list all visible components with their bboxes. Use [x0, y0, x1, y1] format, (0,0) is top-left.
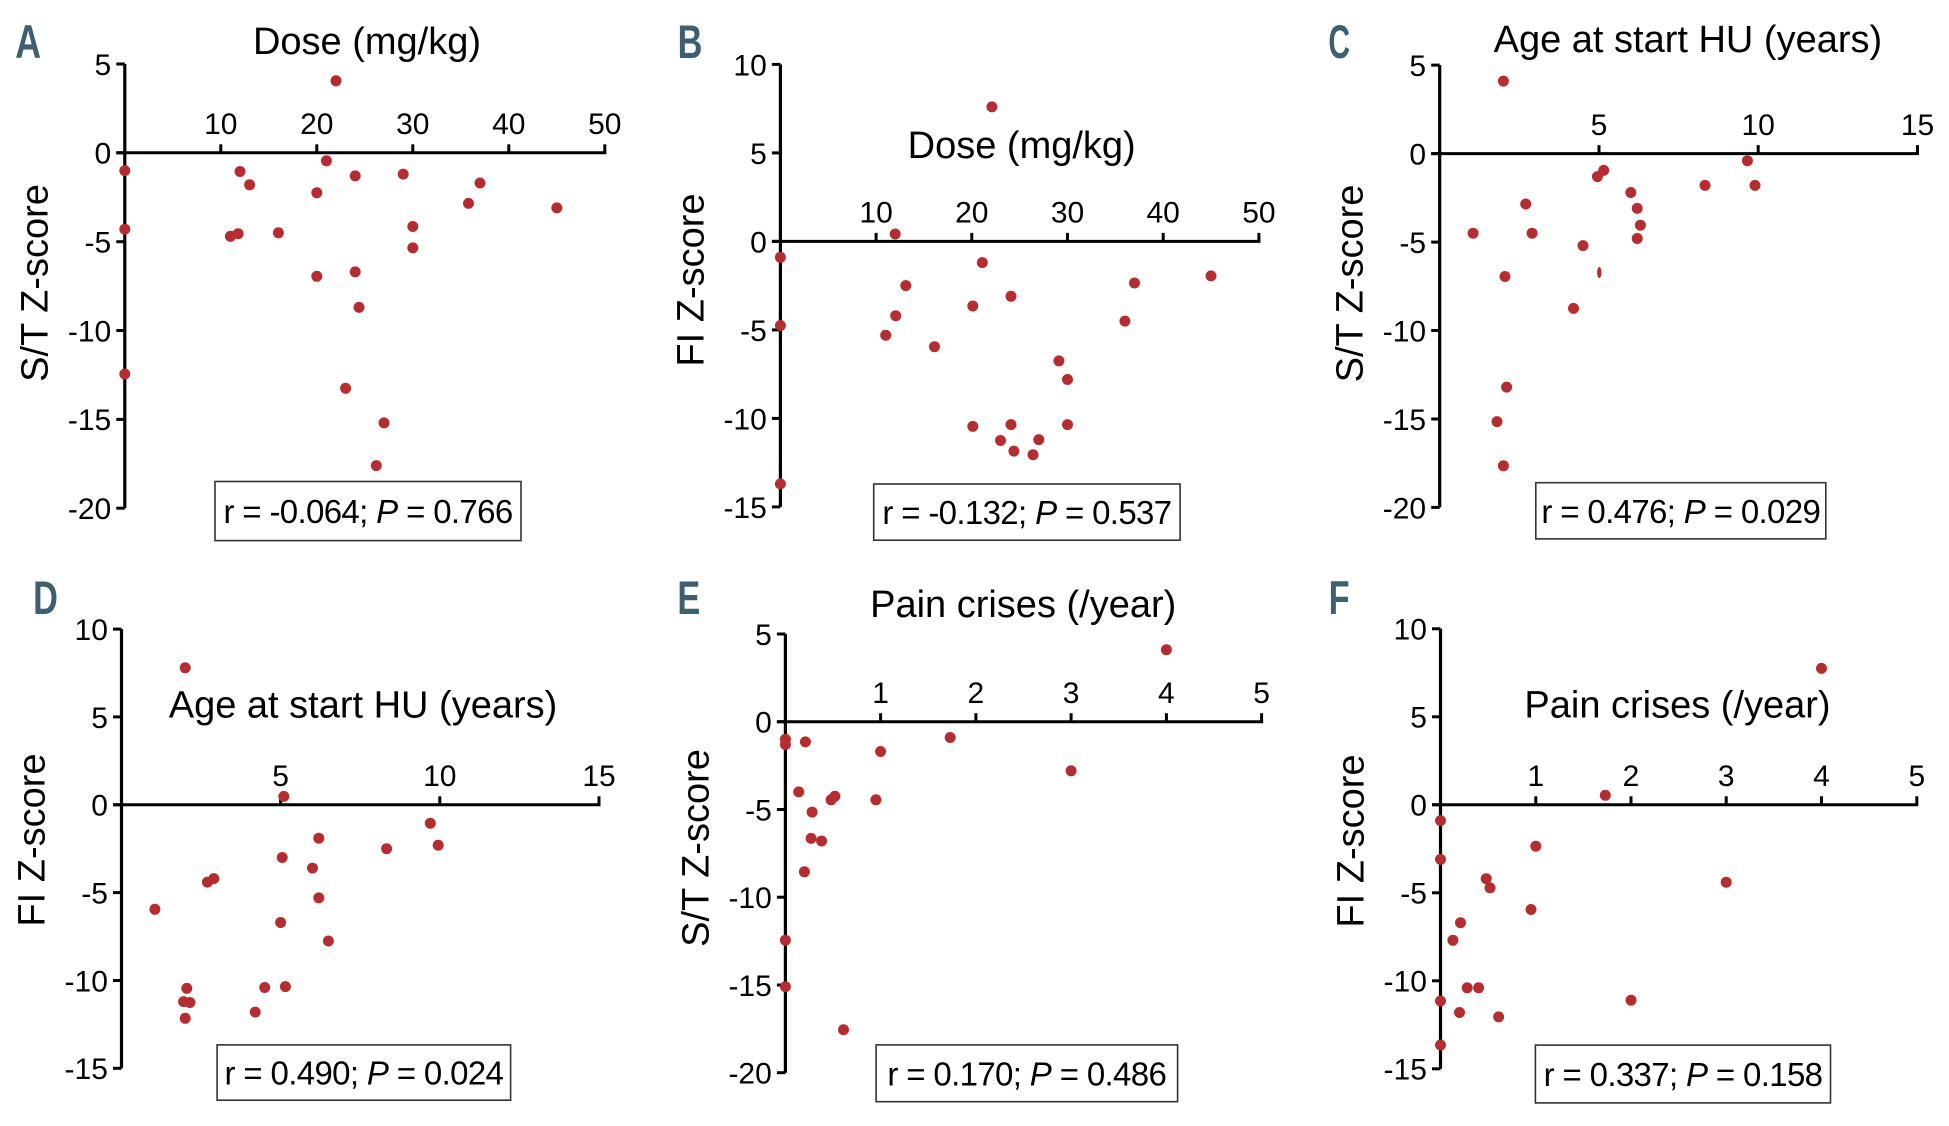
svg-text:40: 40 — [492, 108, 525, 141]
svg-text:-5: -5 — [85, 227, 112, 260]
svg-text:r = 0.490; P = 0.024: r = 0.490; P = 0.024 — [225, 1055, 504, 1092]
svg-text:-5: -5 — [1399, 227, 1426, 260]
svg-text:0: 0 — [750, 226, 767, 259]
svg-text:30: 30 — [1051, 197, 1084, 230]
svg-text:15: 15 — [582, 760, 615, 793]
svg-text:0: 0 — [1409, 139, 1426, 172]
svg-text:0: 0 — [91, 790, 108, 823]
svg-text:5: 5 — [1908, 760, 1925, 793]
svg-text:r = -0.132; P = 0.537: r = -0.132; P = 0.537 — [882, 494, 1171, 531]
svg-text:-20: -20 — [68, 493, 111, 526]
svg-text:0: 0 — [755, 707, 772, 740]
svg-text:FI Z-score: FI Z-score — [1331, 754, 1373, 927]
svg-text:1: 1 — [872, 677, 889, 710]
svg-text:10: 10 — [859, 197, 892, 230]
svg-text:B: B — [678, 16, 703, 69]
svg-text:4: 4 — [1158, 677, 1175, 710]
svg-text:10: 10 — [423, 760, 456, 793]
svg-text:-10: -10 — [723, 403, 766, 436]
svg-text:4: 4 — [1813, 760, 1830, 793]
svg-text:-5: -5 — [740, 315, 767, 348]
svg-text:0: 0 — [1410, 790, 1427, 823]
svg-text:-20: -20 — [1383, 492, 1426, 525]
svg-text:Pain crises (/year): Pain crises (/year) — [1524, 685, 1830, 727]
svg-text:10: 10 — [1742, 109, 1775, 142]
svg-text:2: 2 — [968, 677, 985, 710]
svg-text:5: 5 — [1253, 677, 1270, 710]
svg-text:2: 2 — [1623, 760, 1640, 793]
svg-text:5: 5 — [1410, 702, 1427, 735]
svg-text:-15: -15 — [723, 492, 766, 525]
svg-text:5: 5 — [1409, 50, 1426, 83]
svg-text:20: 20 — [300, 108, 333, 141]
svg-text:r = -0.064; P = 0.766: r = -0.064; P = 0.766 — [223, 493, 512, 530]
svg-text:5: 5 — [1591, 109, 1608, 142]
svg-text:50: 50 — [1242, 197, 1275, 230]
svg-text:-15: -15 — [65, 1053, 108, 1086]
svg-text:r = 0.170; P = 0.486: r = 0.170; P = 0.486 — [887, 1055, 1166, 1092]
svg-text:1: 1 — [1527, 760, 1544, 793]
svg-text:E: E — [677, 572, 700, 625]
svg-text:-10: -10 — [1383, 315, 1426, 348]
svg-text:F: F — [1329, 572, 1350, 625]
svg-text:Pain crises (/year): Pain crises (/year) — [870, 584, 1176, 626]
svg-text:Dose (mg/kg): Dose (mg/kg) — [908, 125, 1136, 167]
svg-text:10: 10 — [75, 614, 108, 647]
svg-text:10: 10 — [733, 49, 766, 82]
svg-text:-5: -5 — [81, 878, 108, 911]
svg-text:-15: -15 — [728, 970, 771, 1003]
svg-text:5: 5 — [95, 49, 112, 82]
svg-text:-10: -10 — [68, 315, 111, 348]
svg-text:r = 0.476; P = 0.029: r = 0.476; P = 0.029 — [1541, 493, 1820, 530]
svg-text:15: 15 — [1901, 109, 1934, 142]
svg-text:A: A — [15, 15, 41, 68]
svg-text:-15: -15 — [1383, 404, 1426, 437]
svg-text:5: 5 — [272, 760, 289, 793]
svg-text:10: 10 — [204, 108, 237, 141]
svg-text:3: 3 — [1718, 760, 1735, 793]
svg-text:Age at start HU (years): Age at start HU (years) — [169, 685, 558, 727]
svg-text:-5: -5 — [745, 794, 772, 827]
svg-text:-20: -20 — [728, 1058, 771, 1091]
svg-text:-10: -10 — [728, 882, 771, 915]
svg-text:C: C — [1328, 16, 1350, 68]
svg-text:40: 40 — [1147, 197, 1180, 230]
svg-text:S/T Z-score: S/T Z-score — [1330, 185, 1372, 383]
svg-text:3: 3 — [1063, 677, 1080, 710]
svg-text:D: D — [33, 572, 58, 625]
svg-text:-10: -10 — [65, 965, 108, 998]
svg-text:Age at start HU (years): Age at start HU (years) — [1494, 19, 1883, 61]
svg-text:5: 5 — [755, 619, 772, 652]
svg-text:S/T Z-score: S/T Z-score — [15, 184, 57, 382]
svg-text:10: 10 — [1394, 614, 1427, 647]
svg-text:r = 0.337; P = 0.158: r = 0.337; P = 0.158 — [1544, 1056, 1823, 1093]
svg-text:Dose (mg/kg): Dose (mg/kg) — [253, 21, 481, 63]
svg-text:FI Z-score: FI Z-score — [12, 753, 54, 926]
svg-text:-15: -15 — [1384, 1054, 1427, 1087]
svg-text:30: 30 — [396, 108, 429, 141]
svg-text:50: 50 — [588, 108, 621, 141]
svg-text:-5: -5 — [1400, 878, 1427, 911]
svg-text:-10: -10 — [1384, 966, 1427, 999]
svg-text:-15: -15 — [68, 404, 111, 437]
svg-text:20: 20 — [955, 197, 988, 230]
svg-text:0: 0 — [95, 138, 112, 171]
svg-text:5: 5 — [91, 702, 108, 735]
svg-text:S/T Z-score: S/T Z-score — [675, 749, 717, 947]
svg-text:5: 5 — [750, 138, 767, 171]
svg-text:FI Z-score: FI Z-score — [670, 193, 712, 366]
